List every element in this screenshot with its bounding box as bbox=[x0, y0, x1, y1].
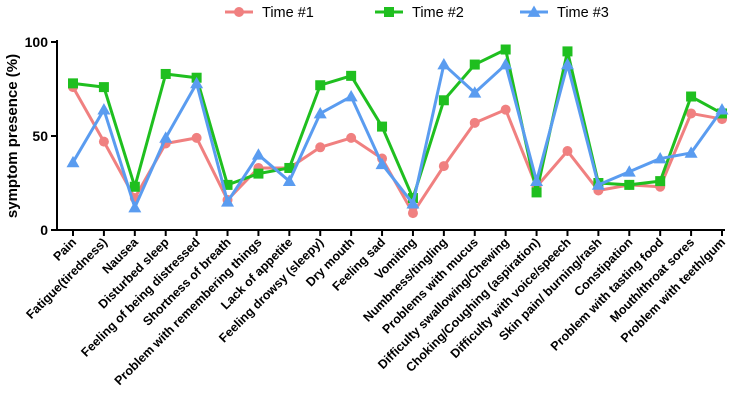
data-point bbox=[284, 162, 295, 173]
data-point bbox=[282, 174, 296, 186]
data-point bbox=[438, 161, 449, 172]
data-point bbox=[469, 59, 480, 70]
data-point bbox=[160, 68, 171, 79]
data-point bbox=[98, 136, 109, 147]
data-point bbox=[686, 108, 697, 119]
y-axis-title: symptom presence (%) bbox=[4, 54, 21, 218]
legend-label: Time #1 bbox=[262, 5, 314, 21]
data-point bbox=[313, 106, 327, 119]
series-line bbox=[71, 63, 724, 209]
series-1 bbox=[68, 82, 727, 219]
data-point bbox=[346, 132, 357, 143]
data-point bbox=[253, 168, 264, 179]
legend-item-1: Time #1 bbox=[225, 5, 314, 21]
data-point bbox=[622, 165, 636, 177]
legend-label: Time #2 bbox=[412, 5, 464, 21]
data-point bbox=[66, 155, 80, 168]
series-2 bbox=[68, 44, 727, 204]
data-point bbox=[653, 152, 667, 164]
legend: Time #1 Time #2 Time #3 bbox=[225, 5, 609, 21]
data-point bbox=[562, 146, 573, 157]
legend-marker bbox=[234, 7, 244, 17]
data-point bbox=[686, 91, 697, 102]
series-3 bbox=[66, 58, 729, 213]
data-point bbox=[655, 176, 666, 187]
data-point bbox=[406, 197, 420, 209]
data-point bbox=[500, 104, 511, 115]
data-point bbox=[530, 174, 544, 186]
y-tick-label: 50 bbox=[32, 128, 48, 144]
data-point bbox=[684, 146, 698, 158]
data-point bbox=[68, 78, 78, 89]
data-point bbox=[500, 44, 511, 55]
data-point bbox=[531, 187, 542, 198]
data-point bbox=[346, 70, 357, 81]
data-point bbox=[222, 179, 233, 190]
data-point bbox=[624, 179, 635, 190]
data-point bbox=[560, 58, 574, 70]
data-point bbox=[191, 132, 202, 143]
data-point bbox=[407, 208, 418, 219]
y-tick-label: 100 bbox=[25, 34, 49, 50]
legend-item-3: Time #3 bbox=[520, 5, 609, 21]
data-point bbox=[562, 46, 573, 57]
legend-marker bbox=[527, 5, 541, 17]
data-point bbox=[468, 86, 482, 98]
data-point bbox=[438, 95, 449, 106]
data-point bbox=[190, 76, 204, 89]
data-point bbox=[375, 157, 389, 170]
data-point bbox=[98, 82, 109, 93]
data-point bbox=[315, 142, 326, 153]
data-point bbox=[159, 131, 173, 143]
legend-label: Time #3 bbox=[557, 5, 609, 21]
legend-item-2: Time #2 bbox=[375, 5, 464, 21]
y-tick-label: 0 bbox=[40, 222, 48, 238]
data-point bbox=[591, 178, 605, 190]
legend-marker bbox=[384, 7, 394, 17]
data-point bbox=[129, 181, 140, 192]
series-line bbox=[72, 48, 723, 200]
data-point bbox=[251, 148, 265, 160]
series-layer bbox=[66, 44, 729, 219]
data-point bbox=[715, 103, 729, 115]
data-point bbox=[377, 121, 388, 132]
data-point bbox=[315, 80, 326, 91]
series-line bbox=[71, 86, 723, 215]
data-point bbox=[499, 58, 513, 70]
data-point bbox=[221, 195, 235, 207]
data-point bbox=[437, 58, 451, 70]
data-point bbox=[97, 103, 111, 115]
data-point bbox=[128, 200, 142, 213]
data-point bbox=[469, 117, 480, 128]
data-point bbox=[344, 90, 358, 102]
